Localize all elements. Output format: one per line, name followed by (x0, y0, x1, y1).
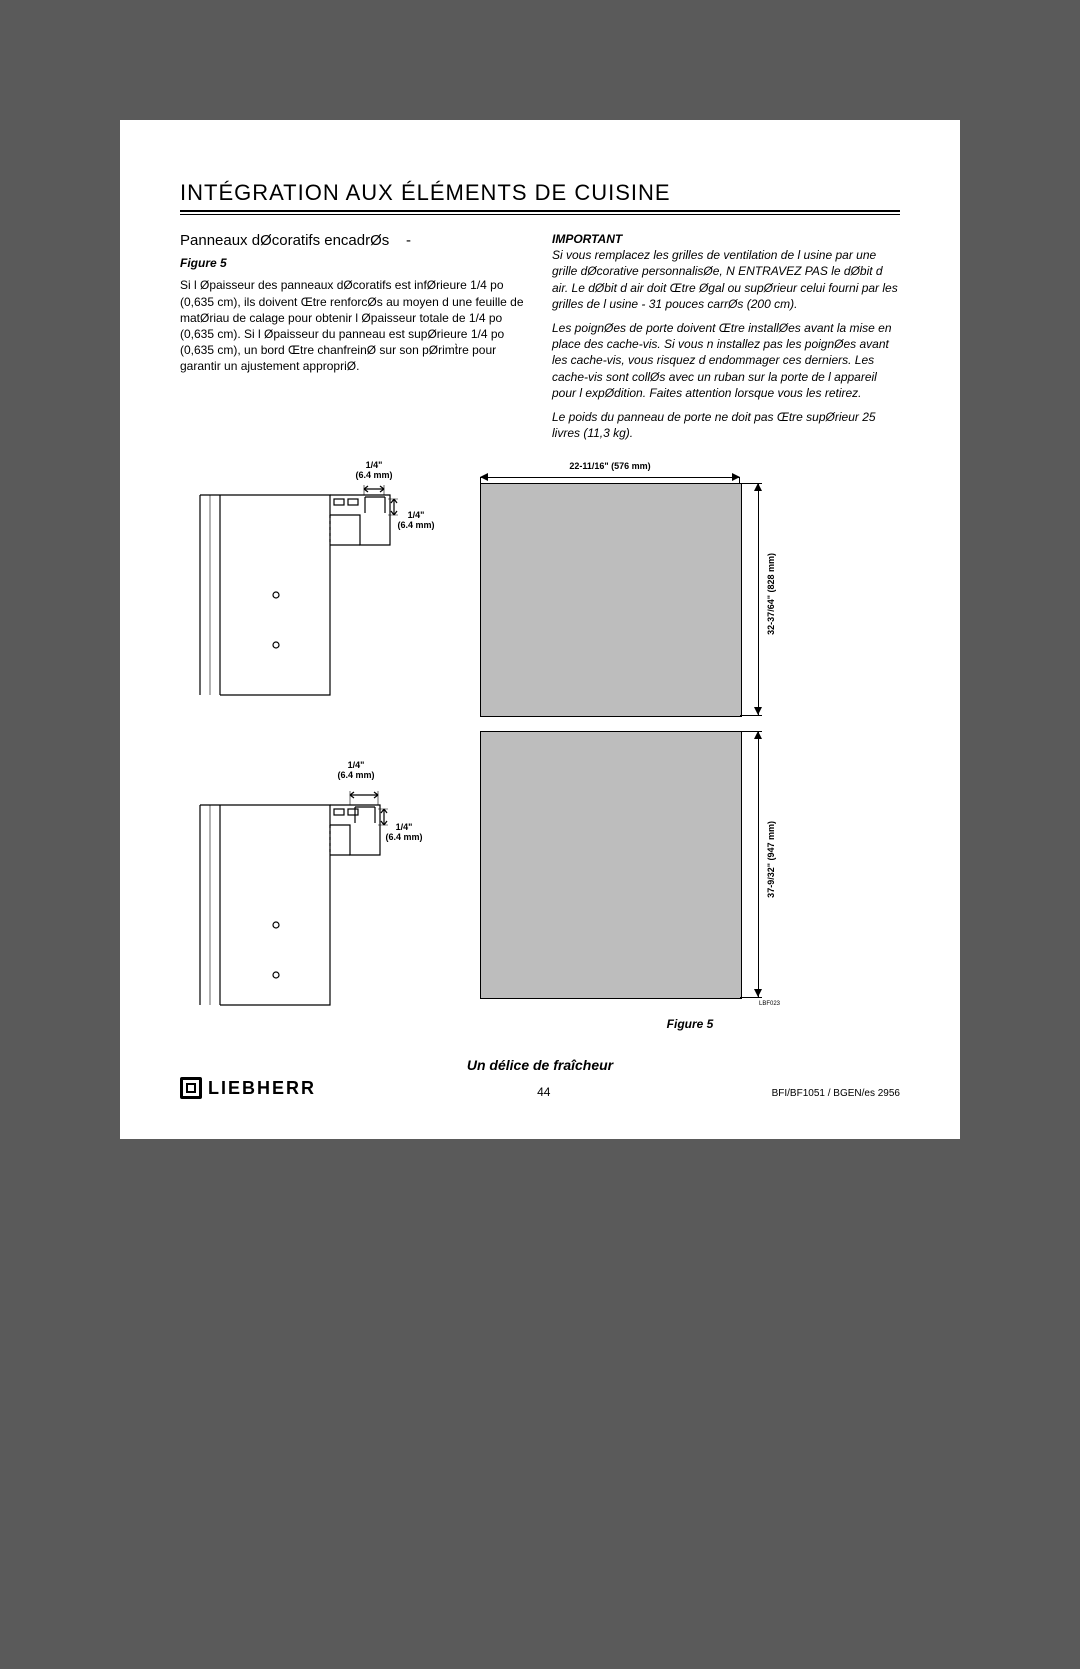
right-para-3: Le poids du panneau de porte ne doit pas… (552, 409, 900, 441)
liebherr-logo: LIEBHERR (180, 1077, 316, 1099)
drawing-2-wrapper: 1/4"(6.4 mm) 1/4"(6.4 mm) (180, 765, 460, 1015)
panel-lower-height: 37-9/32" (947 mm) (766, 821, 776, 898)
drawing-2-svg (180, 765, 460, 1015)
dim-2a: 1/4"(6.4 mm) (328, 761, 384, 781)
page-footer: Un délice de fraîcheur LIEBHERR 44 BFI/B… (180, 1057, 900, 1099)
important-label: IMPORTANT (552, 231, 900, 247)
dim-2b: 1/4"(6.4 mm) (376, 823, 432, 843)
dim-1b: 1/4"(6.4 mm) (388, 511, 444, 531)
doc-reference: BFI/BF1051 / BGEN/es 2956 (772, 1088, 900, 1099)
panels-stack: 32-37/64" (828 mm) 37-9/32" (947 mm) LBF… (480, 483, 900, 1007)
drawing-1-wrapper: 1/4"(6.4 mm) 1/4"(6.4 mm) (180, 465, 460, 705)
left-subheading: Panneaux dØcoratifs encadrØs - (180, 231, 528, 251)
logo-text: LIEBHERR (208, 1078, 316, 1099)
panel-width-dim: 22-11/16" (576 mm) (480, 465, 740, 483)
diagram-right: 22-11/16" (576 mm) 32-37/64" (828 (480, 465, 900, 1031)
left-column: Panneaux dØcoratifs encadrØs - Figure 5 … (180, 231, 528, 441)
panel-width-label: 22-11/16" (576 mm) (480, 461, 740, 471)
diagram-left: 1/4"(6.4 mm) 1/4"(6.4 mm) (180, 465, 460, 1031)
two-column-body: Panneaux dØcoratifs encadrØs - Figure 5 … (180, 231, 900, 441)
panel-upper-height: 32-37/64" (828 mm) (766, 553, 776, 635)
figure-5-caption: Figure 5 (480, 1017, 900, 1031)
title-rule (180, 214, 900, 215)
right-para-2: Les poignØes de porte doivent Œtre insta… (552, 320, 900, 401)
drawing-ref: LBF023 (480, 1001, 780, 1007)
left-figure-label: Figure 5 (180, 255, 528, 271)
diagram-area: 1/4"(6.4 mm) 1/4"(6.4 mm) (180, 465, 900, 1031)
left-body-text: Si l Øpaisseur des panneaux dØcoratifs e… (180, 277, 528, 374)
tagline: Un délice de fraîcheur (180, 1057, 900, 1073)
page-number: 44 (537, 1085, 550, 1099)
page-title: INTÉGRATION AUX ÉLÉMENTS DE CUISINE (180, 180, 900, 212)
drawing-1-svg (180, 465, 460, 705)
right-para-1: Si vous remplacez les grilles de ventila… (552, 247, 900, 312)
right-column: IMPORTANT Si vous remplacez les grilles … (552, 231, 900, 441)
manual-page: INTÉGRATION AUX ÉLÉMENTS DE CUISINE Pann… (120, 120, 960, 1139)
panel-upper: 32-37/64" (828 mm) (480, 483, 900, 717)
logo-mark-icon (180, 1077, 202, 1099)
dim-1a: 1/4"(6.4 mm) (346, 461, 402, 481)
panel-lower: 37-9/32" (947 mm) (480, 731, 900, 999)
